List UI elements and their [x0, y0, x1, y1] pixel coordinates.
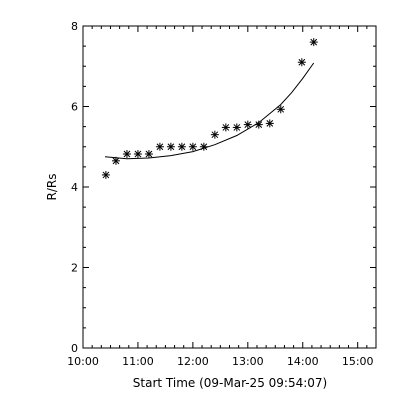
- data-point: [166, 142, 175, 151]
- y-tick-label: 2: [71, 262, 78, 275]
- data-point: [232, 123, 241, 132]
- x-axis: 10:00 11:00 12:00 13:00 14:00 15:00: [67, 26, 374, 368]
- y-axis: 0 2 4 6 8: [71, 20, 376, 355]
- x-axis-label: Start Time (09-Mar-25 09:54:07): [133, 376, 327, 390]
- data-point: [210, 130, 219, 139]
- data-point: [155, 142, 164, 151]
- x-tick-label: 14:00: [287, 355, 319, 368]
- data-point: [177, 142, 186, 151]
- data-point: [254, 120, 263, 129]
- x-tick-label: 15:00: [342, 355, 374, 368]
- data-point: [133, 149, 142, 158]
- data-point: [122, 149, 131, 158]
- data-point: [188, 142, 197, 151]
- data-point: [199, 142, 208, 151]
- data-point: [243, 120, 252, 129]
- x-tick-label: 12:00: [177, 355, 209, 368]
- data-point: [297, 58, 306, 67]
- y-tick-label: 4: [71, 181, 78, 194]
- data-point: [221, 123, 230, 132]
- x-tick-label: 11:00: [122, 355, 154, 368]
- data-point: [144, 149, 153, 158]
- data-point: [111, 156, 120, 165]
- data-point: [265, 119, 274, 128]
- fit-curve-layer: [104, 62, 315, 160]
- y-tick-label: 8: [71, 20, 78, 33]
- x-tick-label: 13:00: [232, 355, 264, 368]
- data-point: [101, 170, 110, 179]
- data-points-layer: [101, 38, 318, 179]
- data-point: [276, 105, 285, 114]
- data-point: [309, 38, 318, 47]
- y-tick-label: 6: [71, 101, 78, 114]
- y-axis-label: R/Rs: [45, 174, 59, 201]
- x-tick-label: 10:00: [67, 355, 99, 368]
- y-tick-label: 0: [71, 342, 78, 355]
- plot-frame: [82, 25, 377, 349]
- fit-curve: [104, 62, 315, 160]
